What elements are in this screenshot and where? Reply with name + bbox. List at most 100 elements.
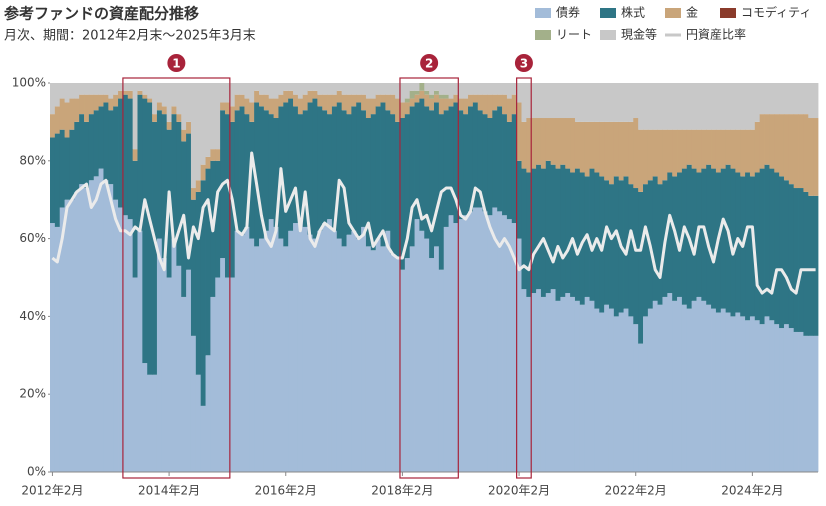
bar-segment — [783, 114, 790, 181]
bar-segment — [696, 83, 702, 130]
bar-segment — [331, 230, 338, 472]
bar-segment — [608, 83, 615, 122]
bar-segment — [754, 172, 761, 321]
bar-segment — [404, 102, 411, 115]
y-tick-label: 60% — [19, 231, 46, 245]
bar-segment — [307, 234, 313, 472]
bar-segment — [74, 98, 80, 122]
bar-segment — [127, 90, 134, 99]
bar-segment — [711, 129, 717, 169]
bar-segment — [59, 207, 65, 473]
bar-segment — [550, 118, 556, 165]
bar-segment — [793, 83, 799, 115]
bar-segment — [453, 94, 459, 103]
bar-segment — [234, 230, 240, 472]
bar-segment — [711, 83, 717, 130]
bar-segment — [278, 94, 284, 107]
bar-segment — [278, 83, 284, 95]
bar-segment — [273, 118, 279, 227]
bar-segment — [244, 226, 250, 472]
bar-segment — [142, 83, 148, 95]
bar-segment — [288, 83, 294, 91]
bar-segment — [404, 114, 411, 259]
bar-segment — [604, 83, 610, 122]
bar-segment — [54, 133, 61, 227]
bar-segment — [152, 83, 158, 115]
bar-segment — [487, 215, 493, 472]
bar-segment — [297, 83, 304, 99]
bar-segment — [108, 83, 114, 99]
bar-segment — [536, 164, 542, 290]
bar-segment — [813, 195, 819, 336]
bar-segment — [536, 118, 542, 165]
y-tick-label: 80% — [19, 153, 46, 167]
bar-segment — [633, 324, 639, 472]
bar-segment — [79, 94, 85, 115]
bar-segment — [220, 258, 226, 472]
bar-segment — [268, 83, 274, 99]
bar-segment — [390, 94, 396, 115]
bar-segment — [779, 328, 785, 472]
bar-segment — [395, 98, 401, 122]
bar-segment — [565, 118, 571, 169]
bar-segment — [759, 114, 765, 169]
bar-segment — [399, 118, 406, 270]
bar-segment — [190, 335, 197, 472]
bar-segment — [297, 219, 304, 472]
bar-segment — [506, 121, 513, 220]
bar-segment — [302, 83, 309, 95]
bar-segment — [545, 83, 552, 119]
bar-segment — [88, 83, 95, 95]
bar-segment — [574, 83, 581, 122]
bar-segment — [803, 191, 809, 336]
bar-segment — [176, 83, 182, 115]
bar-segment — [647, 83, 654, 130]
bar-segment — [735, 312, 741, 472]
bar-segment — [754, 83, 761, 122]
bar-segment — [356, 83, 362, 95]
bar-segment — [152, 114, 158, 122]
bar-segment — [468, 83, 474, 95]
bar-segment — [701, 300, 707, 472]
bar-segment — [647, 129, 654, 181]
bar-segment — [118, 98, 124, 208]
bar-segment — [492, 94, 498, 111]
bar-segment — [730, 83, 736, 130]
bar-segment — [288, 98, 294, 231]
bar-segment — [103, 94, 109, 103]
bar-segment — [229, 83, 236, 107]
bar-segment — [540, 118, 547, 169]
bar-segment — [122, 83, 129, 91]
bar-segment — [171, 238, 177, 472]
bar-segment — [336, 102, 343, 239]
bar-segment — [477, 94, 484, 111]
bar-segment — [205, 83, 211, 157]
bar-segment — [142, 98, 148, 364]
bar-segment — [166, 83, 172, 122]
bar-segment — [628, 83, 634, 122]
bar-segment — [579, 172, 586, 305]
bar-segment — [540, 83, 547, 119]
bar-segment — [604, 304, 610, 472]
bar-segment — [186, 83, 192, 122]
bar-segment — [458, 98, 464, 111]
bar-segment — [190, 83, 197, 189]
bar-segment — [774, 172, 780, 325]
bar-segment — [103, 102, 109, 181]
bar-segment — [599, 83, 605, 122]
bar-segment — [375, 106, 381, 239]
bar-segment — [93, 83, 100, 95]
bar-segment — [322, 94, 328, 111]
bar-segment — [156, 102, 163, 111]
bar-segment — [195, 374, 202, 472]
bar-segment — [487, 94, 493, 119]
bar-segment — [356, 102, 362, 239]
bar-segment — [370, 114, 377, 251]
bar-segment — [579, 121, 586, 173]
bar-segment — [706, 304, 712, 472]
bar-segment — [113, 83, 119, 95]
bar-segment — [662, 129, 668, 181]
bar-segment — [613, 316, 620, 472]
bar-segment — [487, 83, 493, 95]
highlight-box — [399, 77, 459, 479]
